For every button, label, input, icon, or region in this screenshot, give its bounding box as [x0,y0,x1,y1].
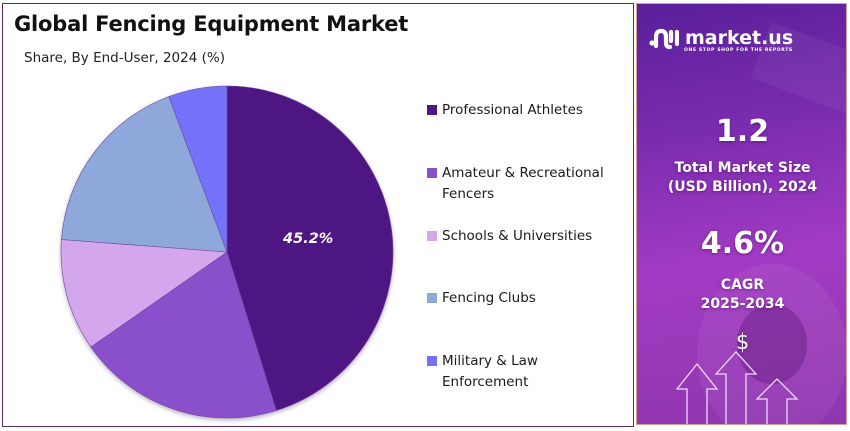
background-decoration [737,304,807,384]
stats-sidebar: market.us ONE STOP SHOP FOR THE REPORTS … [636,3,847,425]
legend-swatch [427,293,437,303]
legend-swatch [427,356,437,366]
legend-swatch [427,231,437,241]
chart-subtitle: Share, By End-User, 2024 (%) [24,50,225,66]
legend-label: Schools & Universities [442,228,593,244]
logo-tagline: ONE STOP SHOP FOR THE REPORTS [684,48,793,53]
chart-panel: Global Fencing Equipment Market Share, B… [2,3,634,427]
growth-arrows-icon [675,351,799,424]
background-decoration [697,264,846,424]
legend-item-schools-universities: Schools & Universities [427,226,627,247]
logo-name: market.us [685,27,794,49]
legend-item-military-law-enforcement: Military & Law Enforcement [427,351,627,393]
legend-swatch [427,105,437,115]
legend-item-amateur-recreational-fencers: Amateur & Recreational Fencers [427,163,627,205]
market-size-label: Total Market Size (USD Billion), 2024 [667,160,818,195]
dollar-icon: $ [735,330,750,354]
cagr-label: CAGR 2025-2034 [700,277,785,312]
legend-label: Fencing Clubs [442,290,536,306]
market-us-logo: market.us ONE STOP SHOP FOR THE REPORTS [649,26,794,53]
pie-slice-fencing-clubs [61,96,228,253]
legend-label: Amateur & Recreational Fencers [442,165,604,202]
pie-slice-amateur-recreational-fencers [90,251,277,419]
legend-swatch [427,168,437,178]
chart-title: Global Fencing Equipment Market [14,12,409,36]
legend-label: Professional Athletes [442,102,583,118]
pie-slice-military-law-enforcement [168,85,228,253]
pie-slice-schools-universities [60,239,228,348]
legend-item-fencing-clubs: Fencing Clubs [427,288,627,309]
market-us-logo-icon [649,28,679,50]
legend-item-professional-athletes: Professional Athletes [427,100,627,121]
market-size-value: 1.2 [715,114,770,149]
pie-chart: 45.2% [43,70,413,430]
pie-chart-svg [60,85,394,419]
legend-label: Military & Law Enforcement [442,353,538,390]
pie-slice-professional-athletes [226,85,394,411]
slice-label-professional-athletes: 45.2% [283,231,334,247]
cagr-value: 4.6% [700,226,785,261]
